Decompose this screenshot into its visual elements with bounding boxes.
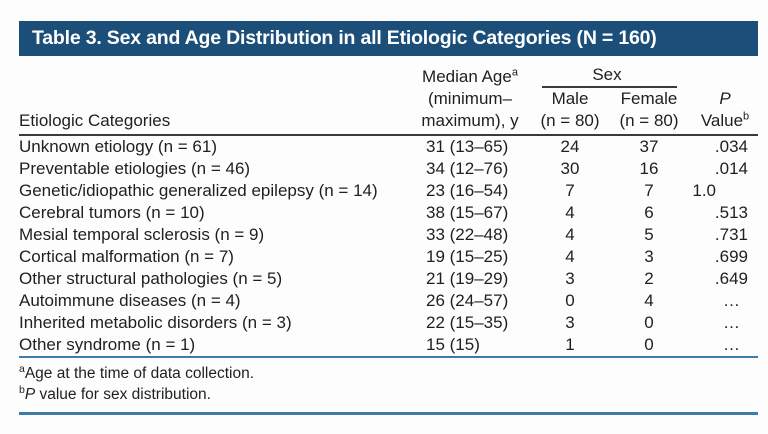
footnote-b: bP value for sex distribution. <box>19 384 758 405</box>
cell-p-value: .699 <box>714 247 748 266</box>
cell-male: 4 <box>565 225 575 244</box>
table-row: Unknown etiology (n = 61) 31 (13–65) 24 … <box>19 136 758 158</box>
cell-p-value: .649 <box>714 269 748 288</box>
male-label: Male <box>551 89 589 108</box>
cell-etiology: Other structural pathologies (n = 5) <box>19 269 283 288</box>
footnote-b-text: value for sex distribution. <box>35 386 211 403</box>
cell-male: 4 <box>565 247 575 266</box>
cell-etiology: Unknown etiology (n = 61) <box>19 137 217 156</box>
table-title-bar: Table 3. Sex and Age Distribution in all… <box>19 21 758 56</box>
female-n-count: (n = 80) <box>619 111 679 130</box>
cell-p-value: .731 <box>714 225 748 244</box>
cell-female: 7 <box>644 181 654 200</box>
cell-median-age: 19 (15–25) <box>426 247 509 266</box>
sex-subcolumns: Male (n = 80) Female (n = 80) <box>528 88 686 132</box>
table-row: Cortical malformation (n = 7) 19 (15–25)… <box>19 246 758 268</box>
cell-female: 0 <box>644 335 654 354</box>
median-age-footnote-marker: a <box>511 66 518 79</box>
cell-etiology: Cerebral tumors (n = 10) <box>19 203 205 222</box>
table-row: Other syndrome (n = 1) 15 (15) 1 0 … <box>19 334 758 356</box>
p-value-footnote-marker: b <box>743 110 750 123</box>
column-header-median-age: Median Agea (minimum– maximum), y <box>412 66 528 132</box>
table-row: Mesial temporal sclerosis (n = 9) 33 (22… <box>19 224 758 246</box>
table-title: Table 3. Sex and Age Distribution in all… <box>32 27 657 49</box>
table-body: Unknown etiology (n = 61) 31 (13–65) 24 … <box>19 136 758 358</box>
cell-female: 6 <box>644 203 654 222</box>
cell-p-value: .513 <box>714 203 748 222</box>
cell-female: 0 <box>644 313 654 332</box>
table-row: Other structural pathologies (n = 5) 21 … <box>19 268 758 290</box>
cell-median-age: 31 (13–65) <box>426 137 509 156</box>
column-group-sex: Sex Male (n = 80) Female (n = 80) <box>528 64 686 132</box>
column-header-female: Female (n = 80) <box>612 88 686 132</box>
table-header: Etiologic Categories Median Agea (minimu… <box>19 60 758 136</box>
footnote-a-marker: a <box>19 362 25 375</box>
cell-p-value: … <box>723 313 740 332</box>
cell-male: 0 <box>565 291 575 310</box>
p-value-line2: Valueb <box>692 110 758 132</box>
female-label: Female <box>620 89 678 108</box>
sex-group-spanner-rule <box>542 86 677 88</box>
cell-p-value: .034 <box>714 137 748 156</box>
cell-median-age: 26 (24–57) <box>426 291 509 310</box>
cell-median-age: 33 (22–48) <box>426 225 509 244</box>
footnote-a-text: Age at the time of data collection. <box>24 365 255 382</box>
table-row: Cerebral tumors (n = 10) 38 (15–67) 4 6 … <box>19 202 758 224</box>
cell-female: 5 <box>644 225 654 244</box>
cell-male: 30 <box>560 159 580 178</box>
cell-male: 4 <box>565 203 575 222</box>
cell-p-value: 1.0 <box>692 181 716 200</box>
median-age-line3: maximum), y <box>421 111 519 130</box>
cell-median-age: 38 (15–67) <box>426 203 509 222</box>
cell-p-value: … <box>723 335 740 354</box>
cell-male: 7 <box>565 181 575 200</box>
cell-etiology: Genetic/idiopathic generalized epilepsy … <box>19 181 378 200</box>
footnote-b-italic-lead: P <box>24 386 36 403</box>
cell-median-age: 34 (12–76) <box>426 159 509 178</box>
median-age-label: Median Age <box>422 67 512 86</box>
median-age-line1: Median Agea <box>412 66 528 88</box>
value-label: Value <box>700 111 744 130</box>
cell-median-age: 23 (16–54) <box>426 181 509 200</box>
cell-median-age: 15 (15) <box>426 335 480 354</box>
cell-female: 37 <box>639 137 659 156</box>
footnote-b-marker: b <box>19 383 25 396</box>
cell-etiology: Preventable etiologies (n = 46) <box>19 159 251 178</box>
cell-female: 2 <box>644 269 654 288</box>
sex-group-label: Sex <box>592 65 622 84</box>
footnote-a: aAge at the time of data collection. <box>19 363 758 384</box>
cell-etiology: Autoimmune diseases (n = 4) <box>19 291 241 310</box>
cell-p-value: .014 <box>714 159 748 178</box>
data-table: Etiologic Categories Median Agea (minimu… <box>19 60 758 415</box>
cell-etiology: Other syndrome (n = 1) <box>19 335 196 354</box>
cell-median-age: 22 (15–35) <box>426 313 509 332</box>
table-row: Autoimmune diseases (n = 4) 26 (24–57) 0… <box>19 290 758 312</box>
cell-male: 1 <box>565 335 575 354</box>
cell-male: 3 <box>565 269 575 288</box>
table-row: Genetic/idiopathic generalized epilepsy … <box>19 180 758 202</box>
male-n-count: (n = 80) <box>540 111 600 130</box>
column-header-male: Male (n = 80) <box>528 88 612 132</box>
footnotes: aAge at the time of data collection. bP … <box>19 358 758 415</box>
cell-male: 3 <box>565 313 575 332</box>
cell-etiology: Inherited metabolic disorders (n = 3) <box>19 313 292 332</box>
cell-median-age: 21 (19–29) <box>426 269 509 288</box>
cell-female: 3 <box>644 247 654 266</box>
median-age-line2: (minimum– <box>427 89 513 108</box>
cell-p-value: … <box>723 291 740 310</box>
p-label: P <box>719 89 731 108</box>
cell-male: 24 <box>560 137 580 156</box>
column-header-etiologic-categories: Etiologic Categories <box>19 111 171 130</box>
column-header-p-value: P Valueb <box>686 88 758 132</box>
table-row: Preventable etiologies (n = 46) 34 (12–7… <box>19 158 758 180</box>
cell-etiology: Cortical malformation (n = 7) <box>19 247 234 266</box>
cell-female: 16 <box>639 159 659 178</box>
table-row: Inherited metabolic disorders (n = 3) 22… <box>19 312 758 334</box>
cell-etiology: Mesial temporal sclerosis (n = 9) <box>19 225 265 244</box>
cell-female: 4 <box>644 291 654 310</box>
